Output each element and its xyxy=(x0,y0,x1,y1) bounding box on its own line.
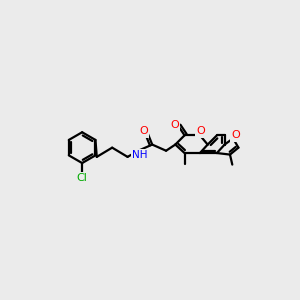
Text: O: O xyxy=(140,127,148,136)
Text: NH: NH xyxy=(132,150,148,160)
Text: O: O xyxy=(232,130,241,140)
Text: O: O xyxy=(170,119,179,130)
Text: Cl: Cl xyxy=(77,173,88,184)
Text: O: O xyxy=(196,127,205,136)
